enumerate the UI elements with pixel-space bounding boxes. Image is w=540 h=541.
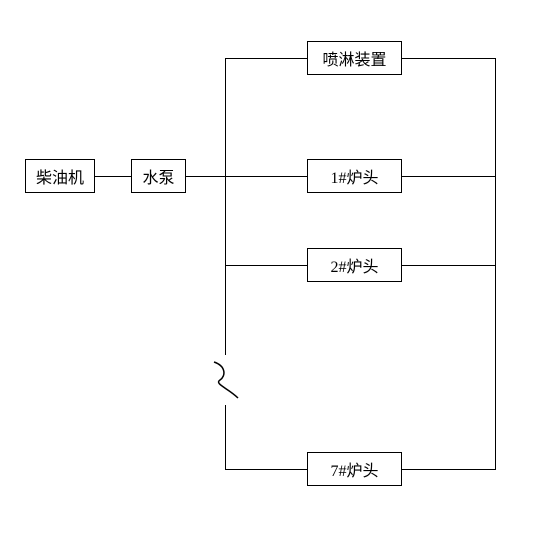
line-bus-burner7 [225, 469, 307, 470]
burner-2-label: 2#炉头 [330, 253, 378, 277]
burner-7-node: 7#炉头 [307, 452, 402, 486]
line-left-bus-lower [225, 405, 226, 469]
pump-node: 水泵 [131, 159, 186, 193]
spray-device-label: 喷淋装置 [322, 46, 386, 70]
burner-1-node: 1#炉头 [307, 159, 402, 193]
pump-label: 水泵 [142, 164, 174, 188]
line-burner2-rightbus [402, 265, 496, 266]
spray-device-node: 喷淋装置 [307, 41, 402, 75]
line-right-bus [495, 58, 496, 470]
line-diesel-pump [95, 176, 131, 177]
line-burner7-rightbus [402, 469, 496, 470]
burner-1-label: 1#炉头 [330, 164, 378, 188]
line-spray-rightbus [402, 58, 496, 59]
continuation-break-symbol [210, 358, 242, 402]
diesel-engine-label: 柴油机 [36, 164, 84, 188]
diesel-engine-node: 柴油机 [25, 159, 95, 193]
burner-2-node: 2#炉头 [307, 248, 402, 282]
burner-7-label: 7#炉头 [330, 457, 378, 481]
line-left-bus-upper [225, 58, 226, 355]
line-bus-burner1 [225, 176, 307, 177]
line-bus-spray [225, 58, 307, 59]
line-bus-burner2 [225, 265, 307, 266]
line-pump-bus [186, 176, 226, 177]
line-burner1-rightbus [402, 176, 496, 177]
